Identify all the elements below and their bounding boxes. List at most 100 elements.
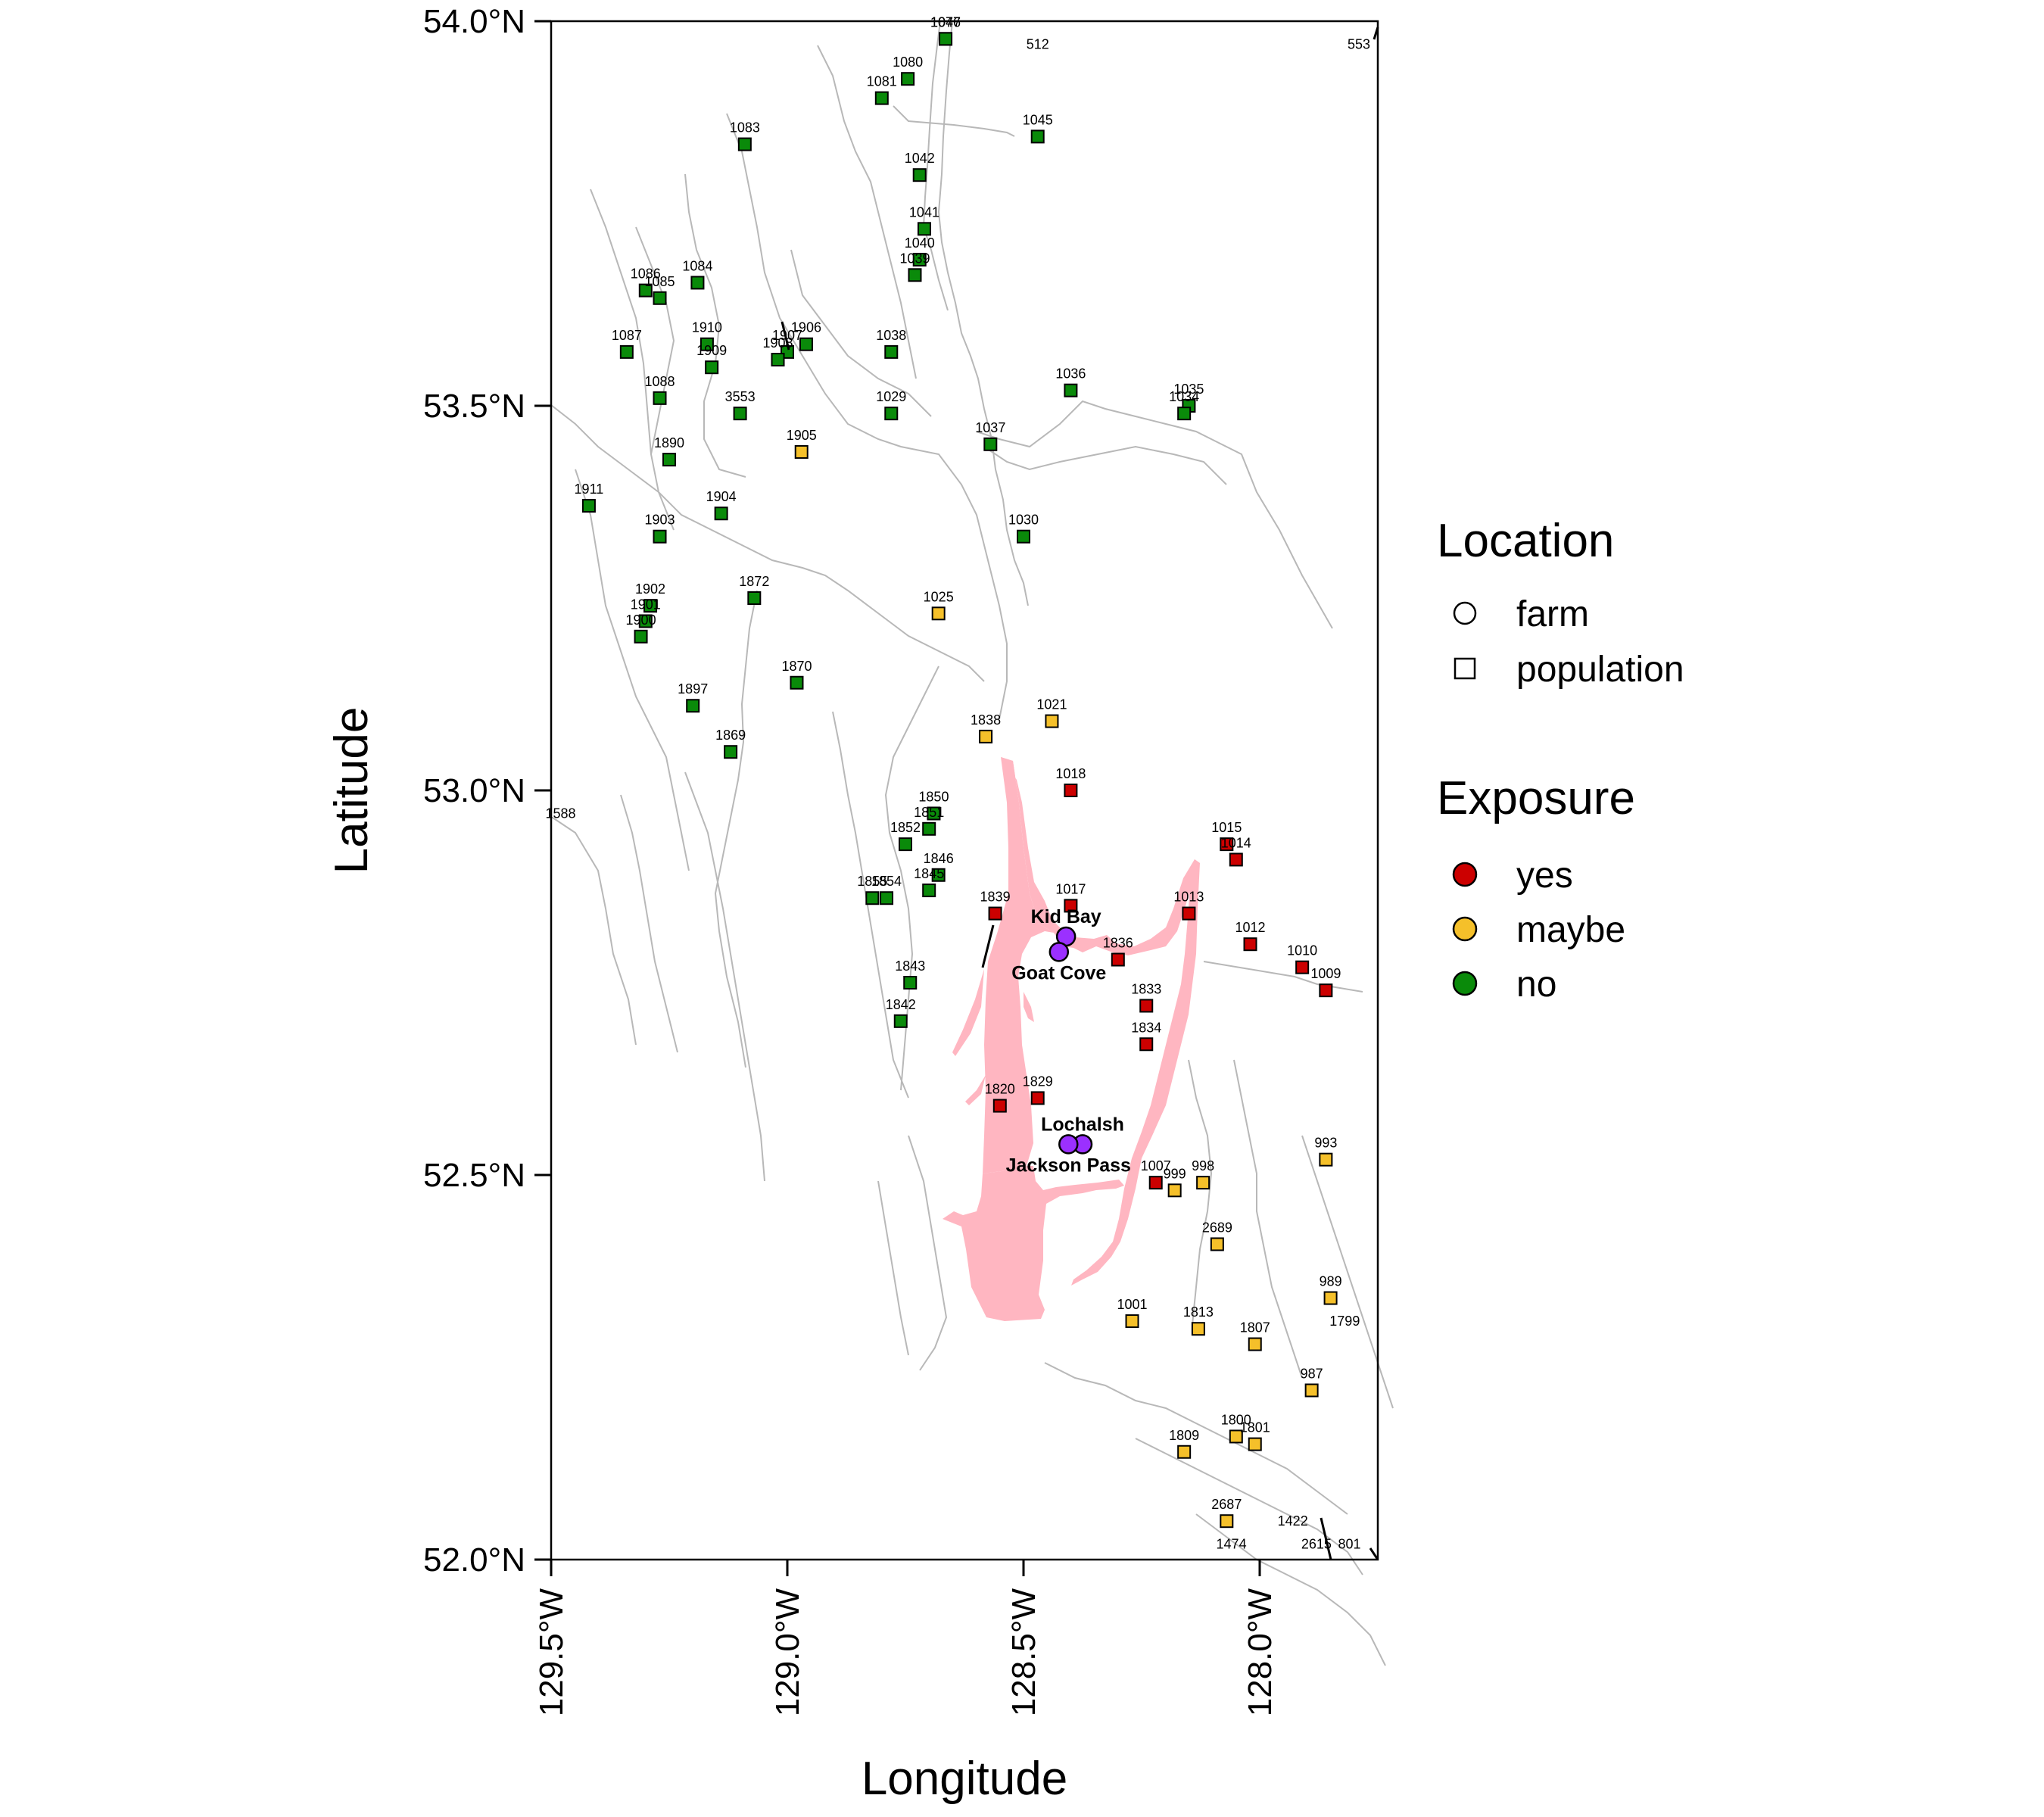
population-marker-1854	[880, 891, 894, 905]
population-marker-1037	[983, 437, 998, 451]
legend-no-symbol	[1452, 971, 1478, 996]
population-marker-1001	[1125, 1314, 1139, 1329]
population-label-1010: 1010	[1287, 943, 1317, 958]
population-marker-1800	[1229, 1429, 1243, 1444]
farm-marker-goat-cove	[1048, 942, 1070, 962]
edge-label-1474: 1474	[1217, 1537, 1247, 1552]
population-label-1037: 1037	[975, 420, 1005, 435]
population-marker-1855	[865, 891, 880, 905]
population-label-1039: 1039	[899, 251, 930, 266]
population-marker-3553	[733, 407, 747, 421]
edge-label-553: 553	[1348, 36, 1370, 51]
population-marker-1911	[581, 499, 596, 513]
population-marker-1029	[884, 407, 899, 421]
population-label-1088: 1088	[644, 374, 675, 389]
population-label-1901: 1901	[631, 597, 661, 612]
population-marker-1088	[653, 391, 667, 405]
leader-line-553	[1373, 26, 1379, 40]
population-label-1838: 1838	[971, 712, 1001, 728]
population-label-1855: 1855	[857, 874, 887, 889]
population-marker-1046	[939, 32, 953, 46]
population-marker-1801	[1248, 1437, 1262, 1451]
population-marker-1909	[705, 360, 719, 375]
population-label-1042: 1042	[905, 151, 935, 166]
population-marker-1045	[1030, 129, 1045, 144]
population-label-1018: 1018	[1055, 766, 1086, 781]
population-marker-1007	[1148, 1176, 1163, 1190]
population-label-1012: 1012	[1235, 920, 1265, 935]
y-tick-label-2: 53.0°N	[423, 772, 525, 809]
x-tick-label-2: 128.5°W	[1005, 1588, 1042, 1717]
edge-label-1799: 1799	[1329, 1314, 1360, 1329]
population-label-3553: 3553	[725, 389, 756, 404]
population-marker-1080	[901, 72, 915, 86]
population-marker-1086	[638, 283, 653, 298]
legend-yes-symbol	[1452, 862, 1478, 887]
y-tick-label-1: 52.5°N	[423, 1157, 525, 1194]
population-label-1890: 1890	[654, 435, 684, 450]
population-label-1909: 1909	[696, 343, 727, 358]
edge-label-1588: 1588	[545, 806, 575, 821]
population-marker-1908	[771, 353, 785, 367]
population-label-1034: 1034	[1169, 389, 1199, 404]
leader-line-1422	[1320, 1517, 1332, 1560]
population-label-1833: 1833	[1131, 981, 1161, 996]
population-label-1850: 1850	[918, 789, 949, 804]
y-tick-label-0: 52.0°N	[423, 1541, 525, 1579]
edge-label-512: 512	[1027, 36, 1049, 51]
population-label-1025: 1025	[924, 589, 954, 604]
y-axis-title: Latitude	[326, 707, 378, 874]
population-marker-1030	[1017, 529, 1030, 544]
population-marker-1087	[619, 344, 634, 359]
population-label-1080: 1080	[893, 55, 923, 70]
population-marker-1809	[1177, 1445, 1192, 1459]
legend-yes-label: yes	[1516, 856, 1573, 896]
legend-exposure-title: Exposure	[1437, 772, 1635, 824]
population-marker-1834	[1139, 1037, 1154, 1052]
population-label-998: 998	[1192, 1158, 1214, 1173]
population-marker-1850	[927, 806, 941, 821]
population-marker-1039	[908, 268, 922, 282]
population-marker-1852	[899, 837, 912, 852]
population-label-1910: 1910	[692, 320, 722, 335]
population-marker-1897	[686, 699, 700, 713]
population-marker-998	[1196, 1176, 1211, 1190]
population-label-1013: 1013	[1173, 890, 1204, 905]
population-marker-1014	[1229, 852, 1243, 867]
population-marker-1905	[794, 444, 809, 459]
population-marker-989	[1323, 1291, 1338, 1305]
population-marker-1017	[1064, 899, 1078, 913]
population-label-1906: 1906	[791, 320, 821, 335]
population-label-1854: 1854	[871, 874, 902, 889]
population-label-1911: 1911	[575, 482, 604, 497]
population-label-1902: 1902	[635, 581, 665, 597]
population-label-2689: 2689	[1202, 1220, 1232, 1235]
population-marker-1813	[1191, 1322, 1205, 1336]
legend-farm-symbol	[1453, 601, 1477, 625]
x-tick-label-1: 129.0°W	[769, 1588, 806, 1717]
population-label-1036: 1036	[1055, 366, 1086, 382]
population-marker-1042	[912, 168, 927, 182]
population-marker-1901	[638, 614, 653, 628]
population-marker-1041	[917, 222, 931, 236]
population-label-1843: 1843	[895, 958, 925, 974]
population-marker-1904	[714, 506, 728, 521]
population-marker-993	[1319, 1152, 1333, 1167]
population-label-999: 999	[1164, 1166, 1186, 1181]
population-label-1041: 1041	[909, 204, 939, 220]
population-label-1001: 1001	[1117, 1297, 1147, 1312]
population-marker-1034	[1177, 407, 1192, 421]
population-label-1846: 1846	[924, 851, 954, 866]
farm-label-jackson-pass: Jackson Pass	[1006, 1155, 1131, 1176]
population-marker-1013	[1182, 906, 1196, 921]
legend-maybe-symbol	[1452, 916, 1478, 942]
population-label-1800: 1800	[1221, 1412, 1251, 1427]
population-label-1801: 1801	[1240, 1420, 1270, 1435]
population-label-1084: 1084	[682, 258, 712, 273]
population-label-1030: 1030	[1008, 513, 1039, 528]
population-marker-1012	[1243, 937, 1257, 952]
legend-location-title: Location	[1437, 515, 1614, 567]
legend-maybe-label: maybe	[1516, 910, 1625, 950]
population-marker-1836	[1111, 952, 1125, 967]
exposure-zone	[943, 757, 1200, 1321]
